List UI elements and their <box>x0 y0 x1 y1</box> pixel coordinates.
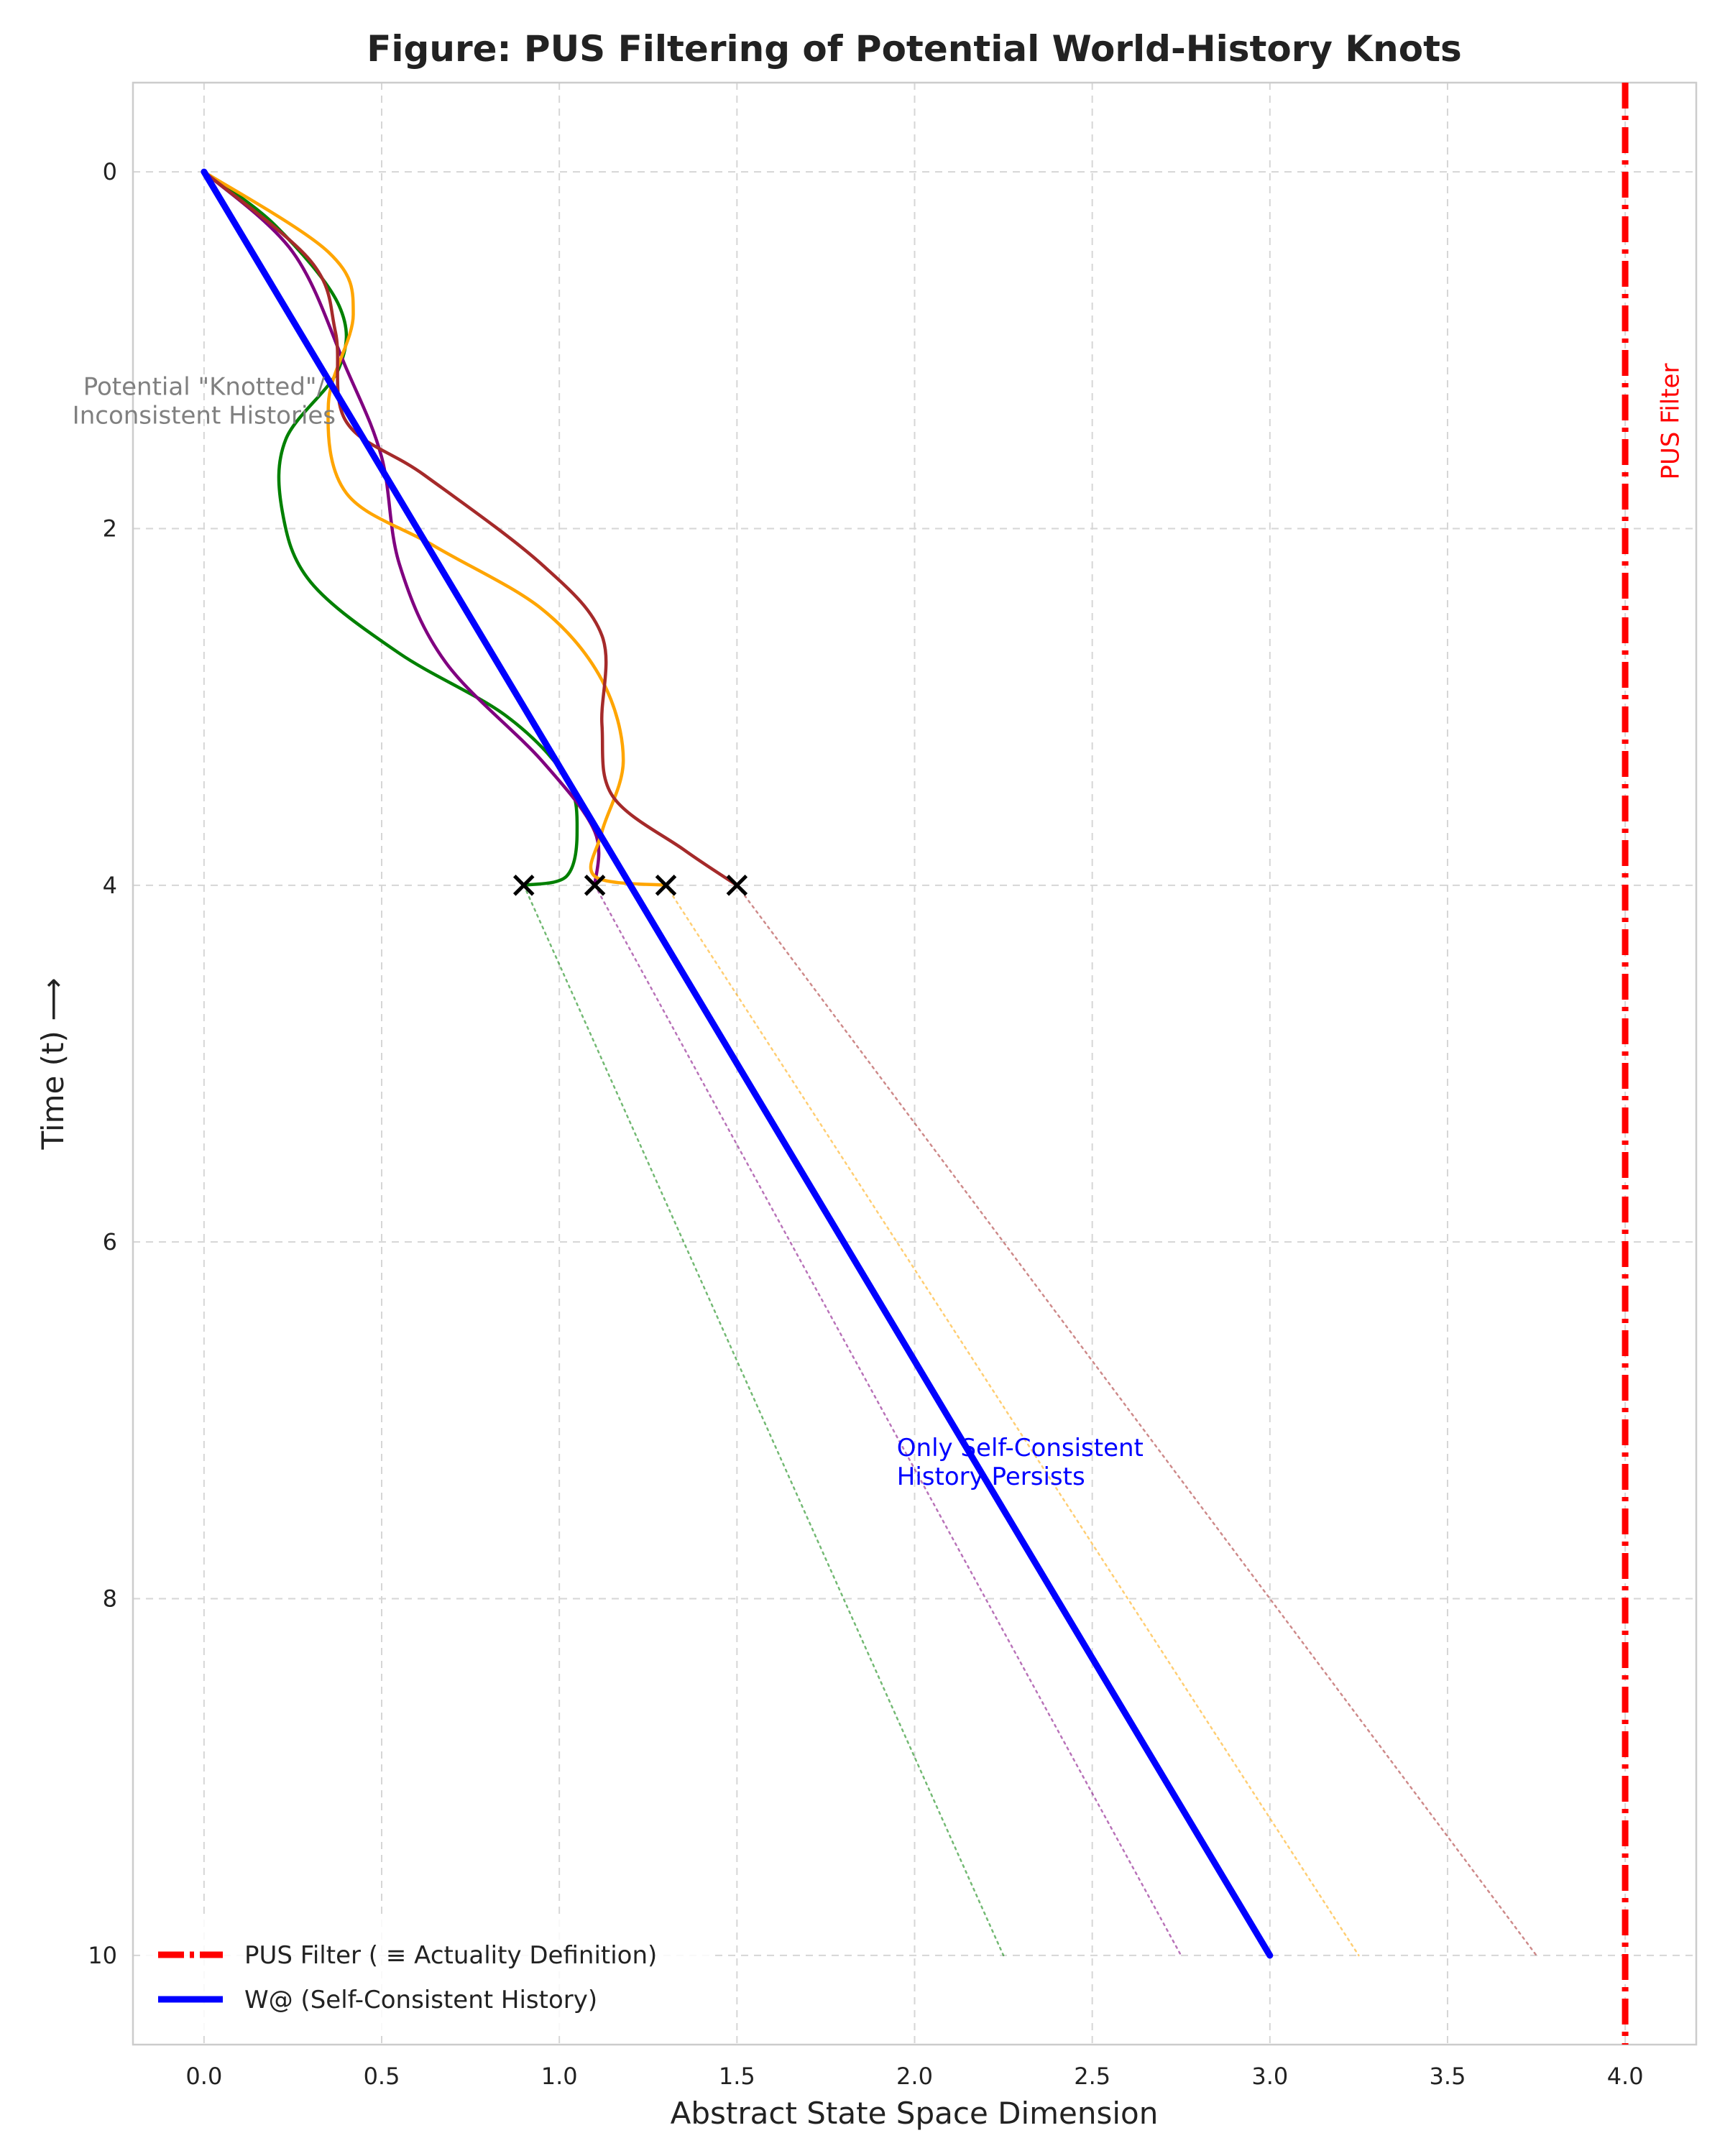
annotations: Potential "Knotted"/Inconsistent Histori… <box>73 364 1685 1491</box>
x-tick-label: 1.0 <box>541 2063 578 2090</box>
projection-line <box>594 884 1182 1957</box>
termination-marker <box>655 875 677 896</box>
annotation-line: Inconsistent Histories <box>73 401 336 430</box>
knotted-history-curve <box>202 170 601 888</box>
knotted-history-curve <box>202 170 668 888</box>
pus-filter-label: PUS Filter <box>1656 364 1685 480</box>
projection-line <box>665 884 1360 1957</box>
chart-title: Figure: PUS Filtering of Potential World… <box>367 28 1461 70</box>
knotted-history-curve <box>202 170 739 888</box>
y-tick-label: 6 <box>103 1228 117 1256</box>
termination-markers <box>512 875 748 896</box>
y-axis-label: Time (t) ⟶ <box>35 978 70 1151</box>
knotted-history-curve <box>202 170 579 888</box>
self-consistent-history-line <box>201 168 1274 1959</box>
projection-line <box>523 884 1005 1957</box>
legend-label-self-consistent: W@ (Self-Consistent History) <box>244 1986 597 2014</box>
history-curves <box>201 83 1629 2045</box>
x-tick-label: 2.0 <box>896 2063 933 2090</box>
y-tick-label: 10 <box>88 1942 117 1969</box>
x-axis-label: Abstract State Space Dimension <box>671 2096 1159 2131</box>
x-tick-label: 3.5 <box>1430 2063 1466 2090</box>
x-tick-label: 4.0 <box>1607 2063 1644 2090</box>
termination-marker <box>584 875 606 896</box>
legend-label-pus-filter: PUS Filter ( ≡ Actuality Definition) <box>244 1941 657 1970</box>
x-tick-label: 3.0 <box>1251 2063 1288 2090</box>
plot-frame <box>132 81 1698 2046</box>
x-tick-label: 2.5 <box>1074 2063 1110 2090</box>
y-tick-label: 2 <box>103 515 117 542</box>
y-tick-label: 8 <box>103 1585 117 1613</box>
legend-box <box>144 1915 712 2030</box>
dotted-projections <box>523 884 1537 1957</box>
termination-marker <box>512 875 535 896</box>
annotation-line: Only Self-Consistent <box>897 1434 1144 1462</box>
annotation-line: Potential "Knotted"/ <box>83 372 326 401</box>
annotation-line: History Persists <box>897 1462 1085 1491</box>
tick-labels: 0.0 0.5 1.0 1.5 2.0 2.5 3.0 3.5 4.0 0 2 4 6 8 10 <box>88 158 1643 2090</box>
legend: PUS Filter ( ≡ Actuality Definition) W@ … <box>144 1915 712 2030</box>
y-tick-label: 0 <box>103 158 117 185</box>
y-tick-label: 4 <box>103 872 117 899</box>
x-tick-label: 0.0 <box>185 2063 222 2090</box>
termination-marker <box>726 875 748 896</box>
projection-line <box>736 884 1537 1957</box>
x-tick-label: 0.5 <box>364 2063 400 2090</box>
x-tick-label: 1.5 <box>719 2063 755 2090</box>
